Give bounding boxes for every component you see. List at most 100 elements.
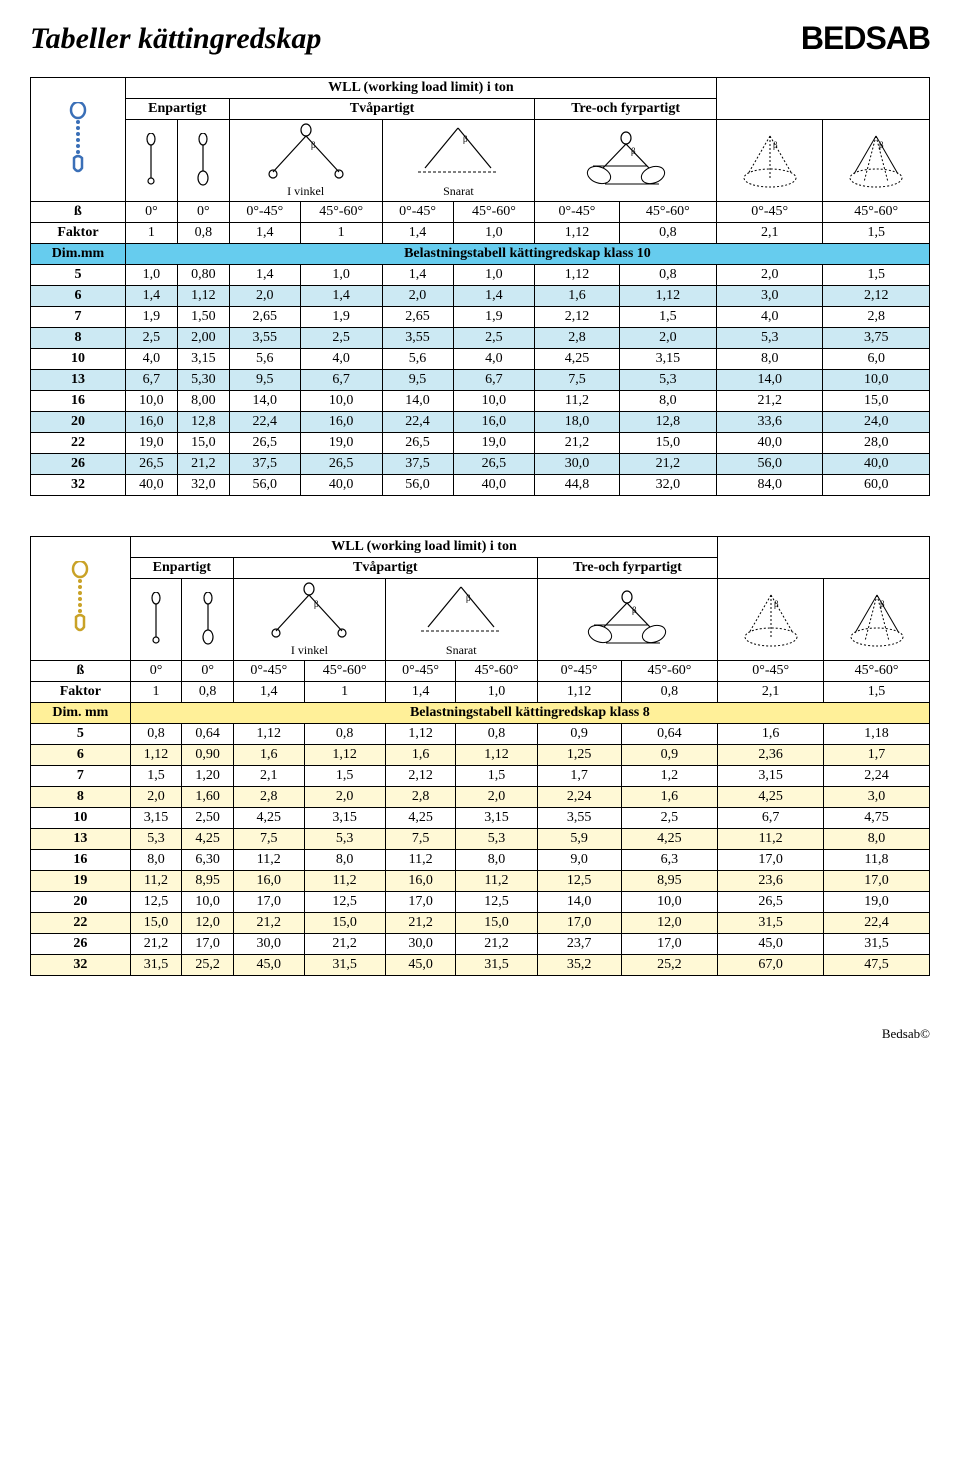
dim-cell: 10 xyxy=(31,349,126,370)
value-cell: 9,5 xyxy=(382,370,453,391)
value-cell: 3,55 xyxy=(229,328,300,349)
value-cell: 4,25 xyxy=(233,808,304,829)
value-cell: 3,15 xyxy=(456,808,537,829)
value-cell: 19,0 xyxy=(125,433,177,454)
straight-icon xyxy=(125,120,177,202)
value-cell: 16,0 xyxy=(385,871,456,892)
value-cell: 14,0 xyxy=(229,391,300,412)
dim-cell: 5 xyxy=(31,724,131,745)
angle-7: 45°-60° xyxy=(619,202,716,223)
faktor-1: 0,8 xyxy=(182,682,234,703)
value-cell: 26,5 xyxy=(300,454,382,475)
value-cell: 21,2 xyxy=(304,934,385,955)
faktor-label: Faktor xyxy=(31,682,131,703)
value-cell: 2,8 xyxy=(823,307,930,328)
value-cell: 8,0 xyxy=(716,349,822,370)
data-row: 136,75,309,56,79,56,77,55,314,010,0 xyxy=(31,370,930,391)
value-cell: 17,0 xyxy=(385,892,456,913)
value-cell: 21,2 xyxy=(130,934,182,955)
value-cell: 0,8 xyxy=(619,265,716,286)
value-cell: 28,0 xyxy=(823,433,930,454)
value-cell: 1,50 xyxy=(177,307,229,328)
angle-5: 45°-60° xyxy=(453,202,535,223)
svg-text:β: β xyxy=(311,140,316,150)
value-cell: 2,65 xyxy=(229,307,300,328)
faktor-4: 1,4 xyxy=(385,682,456,703)
value-cell: 1,12 xyxy=(535,265,619,286)
value-cell: 2,36 xyxy=(718,745,824,766)
dim-cell: 16 xyxy=(31,850,131,871)
value-cell: 10,0 xyxy=(182,892,234,913)
value-cell: 1,12 xyxy=(304,745,385,766)
value-cell: 0,64 xyxy=(182,724,234,745)
value-cell: 40,0 xyxy=(453,475,535,496)
value-cell: 4,25 xyxy=(385,808,456,829)
faktor-2: 1,4 xyxy=(229,223,300,244)
faktor-2: 1,4 xyxy=(233,682,304,703)
value-cell: 1,6 xyxy=(621,787,718,808)
value-cell: 0,64 xyxy=(621,724,718,745)
value-cell: 2,24 xyxy=(824,766,930,787)
value-cell: 5,6 xyxy=(229,349,300,370)
value-cell: 1,12 xyxy=(130,745,182,766)
value-cell: 56,0 xyxy=(382,475,453,496)
value-cell: 26,5 xyxy=(229,433,300,454)
faktor-5: 1,0 xyxy=(453,223,535,244)
value-cell: 31,5 xyxy=(456,955,537,976)
angle-0: 0° xyxy=(125,202,177,223)
value-cell: 1,12 xyxy=(385,724,456,745)
value-cell: 2,24 xyxy=(537,787,621,808)
value-cell: 1,5 xyxy=(130,766,182,787)
value-cell: 24,0 xyxy=(823,412,930,433)
dim-cell: 26 xyxy=(31,934,131,955)
faktor-7: 0,8 xyxy=(621,682,718,703)
value-cell: 1,12 xyxy=(619,286,716,307)
svg-text:β: β xyxy=(631,146,636,156)
part-tvapartigt: Tvåpartigt xyxy=(229,99,535,120)
value-cell: 30,0 xyxy=(385,934,456,955)
value-cell: 2,5 xyxy=(453,328,535,349)
value-cell: 4,0 xyxy=(125,349,177,370)
value-cell: 2,0 xyxy=(229,286,300,307)
value-cell: 1,6 xyxy=(535,286,619,307)
faktor-3: 1 xyxy=(300,223,382,244)
dim-label: Dim.mm xyxy=(31,244,126,265)
value-cell: 3,55 xyxy=(537,808,621,829)
value-cell: 22,4 xyxy=(824,913,930,934)
loop-icon xyxy=(177,120,229,202)
value-cell: 1,6 xyxy=(233,745,304,766)
faktor-0: 1 xyxy=(125,223,177,244)
value-cell: 44,8 xyxy=(535,475,619,496)
beta-label: ß xyxy=(31,661,131,682)
value-cell: 4,75 xyxy=(824,808,930,829)
value-cell: 1,4 xyxy=(382,265,453,286)
value-cell: 2,12 xyxy=(823,286,930,307)
value-cell: 1,0 xyxy=(453,265,535,286)
value-cell: 19,0 xyxy=(300,433,382,454)
value-cell: 4,25 xyxy=(621,829,718,850)
value-cell: 5,3 xyxy=(304,829,385,850)
value-cell: 21,2 xyxy=(233,913,304,934)
value-cell: 30,0 xyxy=(233,934,304,955)
data-row: 2215,012,021,215,021,215,017,012,031,522… xyxy=(31,913,930,934)
dim-cell: 26 xyxy=(31,454,126,475)
value-cell: 1,5 xyxy=(304,766,385,787)
data-row: 135,34,257,55,37,55,35,94,2511,28,0 xyxy=(31,829,930,850)
value-cell: 1,4 xyxy=(125,286,177,307)
faktor-6: 1,12 xyxy=(537,682,621,703)
value-cell: 0,9 xyxy=(621,745,718,766)
value-cell: 1,9 xyxy=(125,307,177,328)
value-cell: 5,3 xyxy=(130,829,182,850)
value-cell: 21,2 xyxy=(535,433,619,454)
value-cell: 45,0 xyxy=(233,955,304,976)
angle-0: 0° xyxy=(130,661,182,682)
angle-7: 45°-60° xyxy=(621,661,718,682)
value-cell: 1,9 xyxy=(300,307,382,328)
dim-label: Dim. mm xyxy=(31,703,131,724)
value-cell: 2,12 xyxy=(535,307,619,328)
value-cell: 1,7 xyxy=(537,766,621,787)
value-cell: 3,15 xyxy=(304,808,385,829)
value-cell: 60,0 xyxy=(823,475,930,496)
value-cell: 40,0 xyxy=(716,433,822,454)
brand-logo: BEDSAB xyxy=(801,20,930,57)
